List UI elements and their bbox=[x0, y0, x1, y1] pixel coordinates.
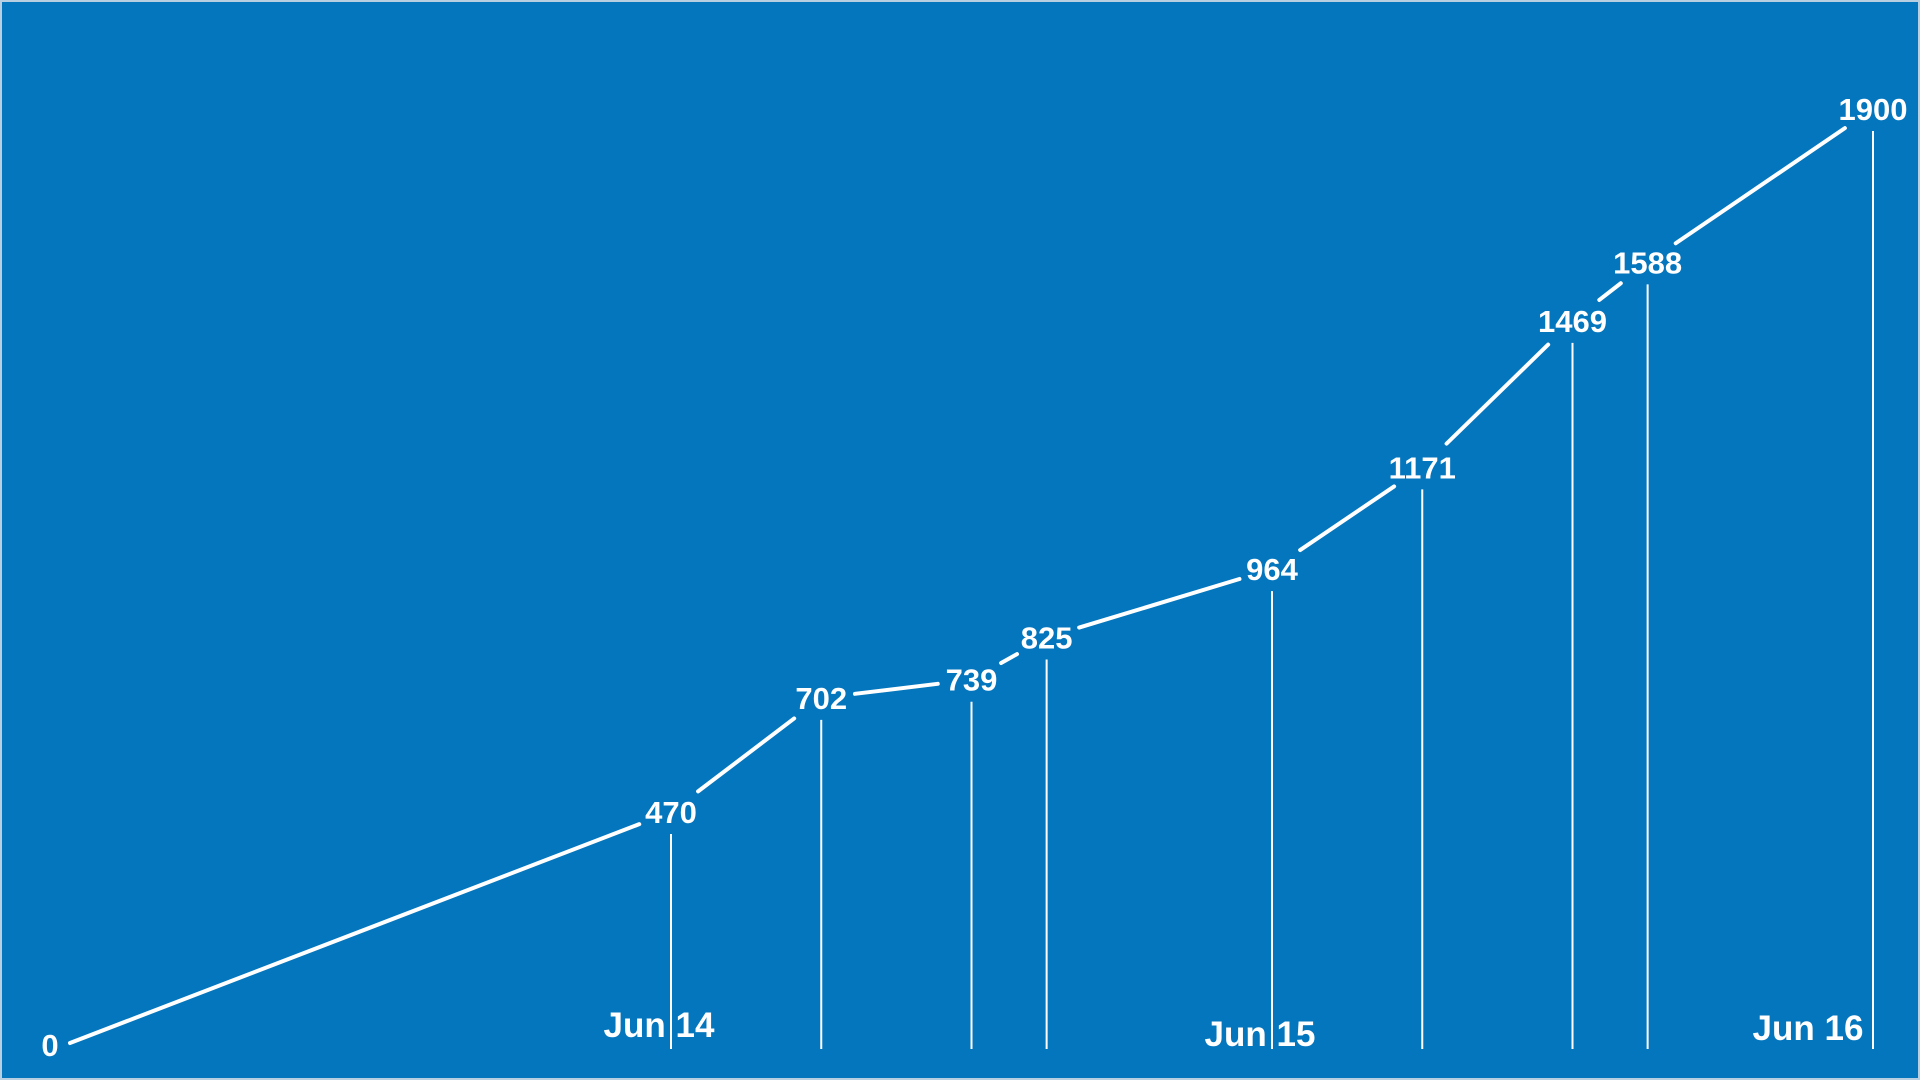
value-label: 1469 bbox=[1538, 304, 1607, 339]
series-line-segment bbox=[853, 681, 940, 696]
value-label: 1900 bbox=[1839, 92, 1908, 127]
series-line-segment bbox=[999, 652, 1019, 666]
series-line-segment bbox=[1673, 126, 1847, 246]
series-line-segment bbox=[68, 822, 642, 1045]
value-label: 739 bbox=[946, 663, 998, 698]
series-line-segment bbox=[1077, 576, 1242, 630]
date-label: Jun 16 bbox=[1753, 1009, 1864, 1048]
series-line-segment bbox=[1444, 342, 1551, 446]
date-label: Jun 15 bbox=[1205, 1015, 1316, 1054]
drop-lines bbox=[670, 131, 1874, 1049]
date-label: Jun 14 bbox=[604, 1006, 715, 1045]
date-labels: Jun 14 Jun 15 Jun 16 bbox=[604, 1006, 1864, 1054]
value-label: 825 bbox=[1021, 620, 1073, 655]
series-line-segment bbox=[1597, 281, 1623, 302]
value-label: 1171 bbox=[1389, 450, 1456, 485]
value-label: 964 bbox=[1246, 552, 1298, 587]
series-line-segment bbox=[696, 716, 797, 794]
series-line-group bbox=[68, 126, 1847, 1045]
series-line-segment bbox=[1298, 484, 1397, 553]
value-label: 1588 bbox=[1613, 245, 1682, 280]
value-label: 0 bbox=[41, 1028, 58, 1063]
value-label: 470 bbox=[645, 795, 697, 830]
value-label: 702 bbox=[795, 681, 847, 716]
